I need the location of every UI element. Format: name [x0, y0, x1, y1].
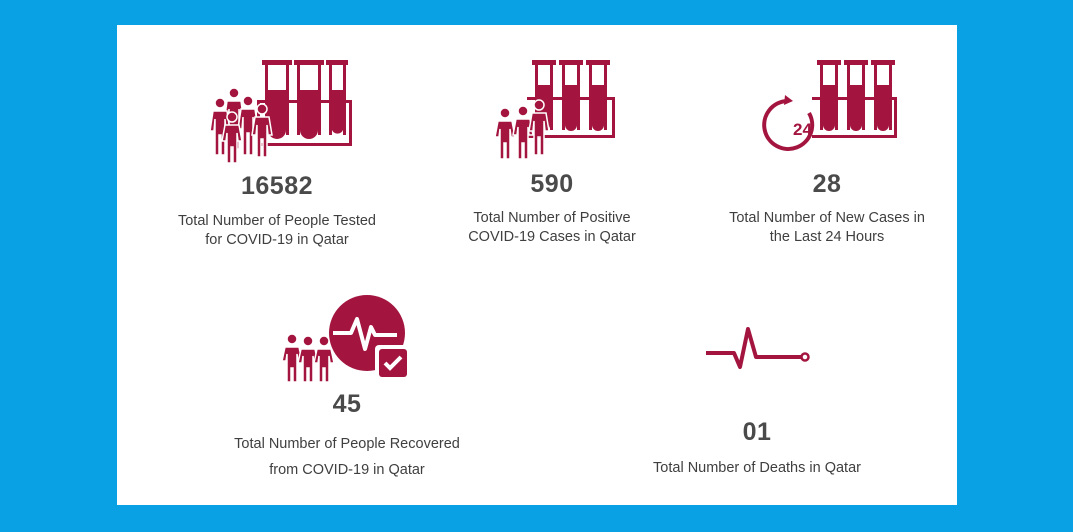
stat-positive-label: Total Number of Positive COVID-19 Cases … — [468, 210, 636, 245]
people-test-tubes-icon — [209, 60, 352, 164]
flatline-pulse-icon — [706, 327, 810, 369]
stat-tested-value: 16582 — [240, 172, 314, 200]
stats-card: 16582 Total Number of People Tested for … — [117, 25, 957, 505]
stat-recovered-value: 45 — [332, 390, 362, 418]
stat-deaths-value: 01 — [742, 418, 772, 446]
stat-recovered: 45 Total Number of People Recovered from… — [212, 293, 482, 483]
stat-recovered-label: Total Number of People Recovered from CO… — [234, 436, 460, 478]
stat-tested-label: Total Number of People Tested for COVID-… — [177, 213, 376, 248]
stat-new-cases: 24 28 Total Number of New Cases in the L… — [707, 55, 947, 247]
family-heartbeat-check-icon — [281, 295, 411, 383]
svg-text:24: 24 — [793, 120, 812, 139]
stat-new-cases-value: 28 — [812, 170, 842, 198]
stat-new-cases-label: Total Number of New Cases in the Last 24… — [729, 210, 925, 245]
family-test-tubes-icon — [494, 60, 615, 160]
stat-deaths: 01 Total Number of Deaths in Qatar — [627, 325, 887, 478]
stat-deaths-label: Total Number of Deaths in Qatar — [653, 460, 861, 476]
stat-positive: 590 Total Number of Positive COVID-19 Ca… — [432, 55, 672, 247]
24-hour-test-tubes-icon: 24 — [762, 60, 897, 151]
stat-positive-value: 590 — [530, 170, 574, 198]
stat-tested: 16582 Total Number of People Tested for … — [157, 55, 397, 250]
